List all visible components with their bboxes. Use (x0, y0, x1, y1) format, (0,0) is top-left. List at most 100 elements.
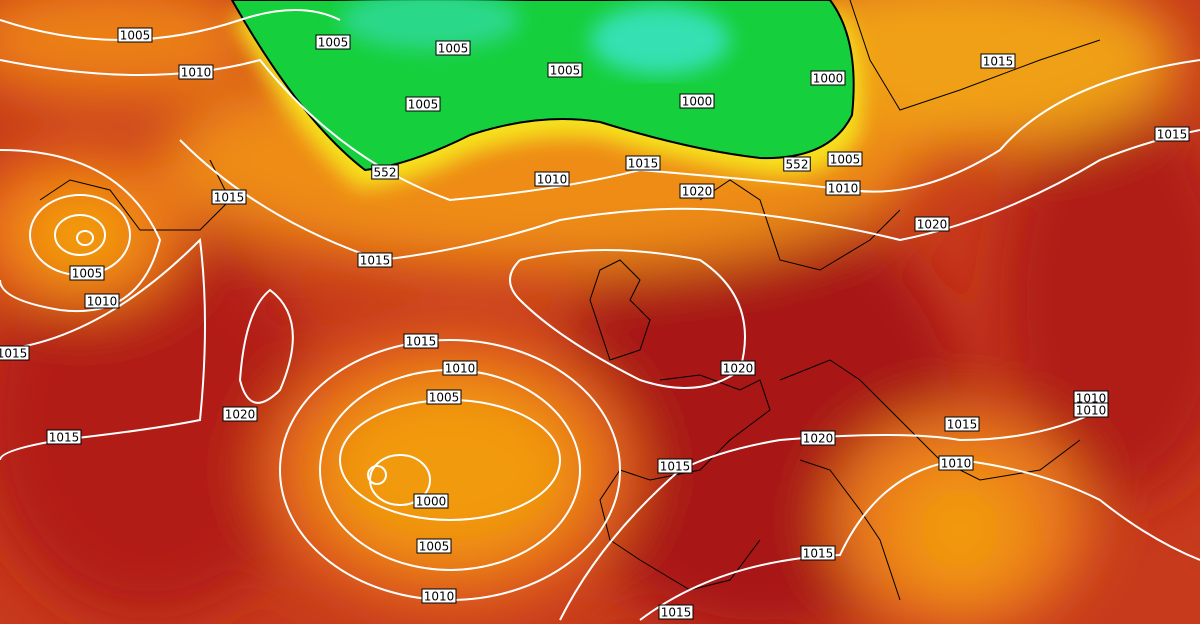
label-text: 1000 (813, 72, 844, 86)
label-box (658, 604, 694, 620)
label-text: 1015 (1157, 128, 1188, 142)
label-text: 1015 (628, 157, 659, 171)
isobar-label: 1010 (421, 588, 457, 604)
label-box (720, 360, 756, 376)
label-box (914, 216, 950, 232)
label-box (938, 455, 974, 471)
isobar-label: 1015 (980, 53, 1016, 69)
isobar-label: 1010 (825, 180, 861, 196)
isobar-label: 1005 (547, 62, 583, 78)
label-text: 1005 (429, 391, 460, 405)
isobar-label: 1005 (416, 538, 452, 554)
label-text: 1020 (682, 185, 713, 199)
isobar-label: 1020 (914, 216, 950, 232)
isobar-label: 1015 (658, 604, 694, 620)
isobar-label: 1005 (117, 27, 153, 43)
label-box (827, 151, 863, 167)
isobar-label: 1010 (938, 455, 974, 471)
label-box (211, 189, 247, 205)
label-text: 1020 (803, 432, 834, 446)
label-box (625, 155, 661, 171)
label-text: 1005 (72, 267, 103, 281)
label-box (403, 333, 439, 349)
isobar-label: 1000 (810, 70, 846, 86)
isobar-label: 1015 (625, 155, 661, 171)
isobar-label: 1015 (1154, 126, 1190, 142)
label-text: 1005 (120, 29, 151, 43)
isobar-label: 1005 (69, 265, 105, 281)
isobar-label: 1015 (0, 345, 30, 361)
isobar-label: 1010 (1073, 390, 1109, 406)
label-box (980, 53, 1016, 69)
isobar-label: 1005 (405, 96, 441, 112)
coastlines (39, 0, 1101, 601)
isobar-label: 1015 (211, 189, 247, 205)
label-text: 1005 (830, 153, 861, 167)
label-text: 1015 (803, 547, 834, 561)
label-box (534, 171, 570, 187)
label-text: 1005 (419, 540, 450, 554)
label-text: 1015 (406, 335, 437, 349)
label-text: 1015 (360, 254, 391, 268)
label-text: 1010 (1076, 392, 1107, 406)
label-box (405, 96, 441, 112)
label-text: 1000 (416, 495, 447, 509)
label-box (783, 156, 811, 172)
label-text: 1010 (445, 362, 476, 376)
isobar-label: 1010 (534, 171, 570, 187)
isobar-label: 1010 (1073, 402, 1109, 418)
label-box (413, 493, 449, 509)
label-text: 1015 (214, 191, 245, 205)
label-text: 1005 (318, 36, 349, 50)
label-text: 1005 (438, 42, 469, 56)
label-text: 1015 (660, 460, 691, 474)
label-box (178, 64, 214, 80)
isobar-label: 1010 (178, 64, 214, 80)
label-text: 1010 (828, 182, 859, 196)
label-box (800, 430, 836, 446)
isobar-label: 1005 (315, 34, 351, 50)
label-box (46, 429, 82, 445)
isobar-label: 1005 (435, 40, 471, 56)
isobar-label: 1020 (720, 360, 756, 376)
isobar-label: 1015 (357, 252, 393, 268)
label-box (679, 183, 715, 199)
isobar-label: 1015 (403, 333, 439, 349)
isobar-label: 1020 (222, 406, 258, 422)
label-box (0, 345, 30, 361)
label-box (416, 538, 452, 554)
label-text: 1015 (983, 55, 1014, 69)
isobar-label: 1020 (800, 430, 836, 446)
isobar-label: 1005 (426, 389, 462, 405)
isobar-label: 1015 (657, 458, 693, 474)
label-box (357, 252, 393, 268)
label-text: 1010 (941, 457, 972, 471)
isobar-label: 1010 (442, 360, 478, 376)
label-text: 1015 (947, 418, 978, 432)
label-text: 1010 (537, 173, 568, 187)
isobar-label: 552 (783, 156, 811, 172)
label-box (657, 458, 693, 474)
label-box (825, 180, 861, 196)
label-text: 1020 (723, 362, 754, 376)
isobar-label: 552 (371, 164, 399, 180)
label-text: 1005 (408, 98, 439, 112)
label-box (222, 406, 258, 422)
label-box (69, 265, 105, 281)
label-text: 1020 (917, 218, 948, 232)
label-text: 1020 (225, 408, 256, 422)
isobar-label: 1015 (46, 429, 82, 445)
label-text: 1010 (424, 590, 455, 604)
label-text: 1015 (661, 606, 692, 620)
isobar-label: 1000 (679, 93, 715, 109)
label-box (421, 588, 457, 604)
label-box (84, 293, 120, 309)
label-box (679, 93, 715, 109)
label-box (117, 27, 153, 43)
isobar-label: 1005 (827, 151, 863, 167)
isobar-label: 1020 (679, 183, 715, 199)
isobar-labels: 1005 1005 1005 1010 1005 1000 1005 1000 1015 1015… (0, 27, 1190, 620)
